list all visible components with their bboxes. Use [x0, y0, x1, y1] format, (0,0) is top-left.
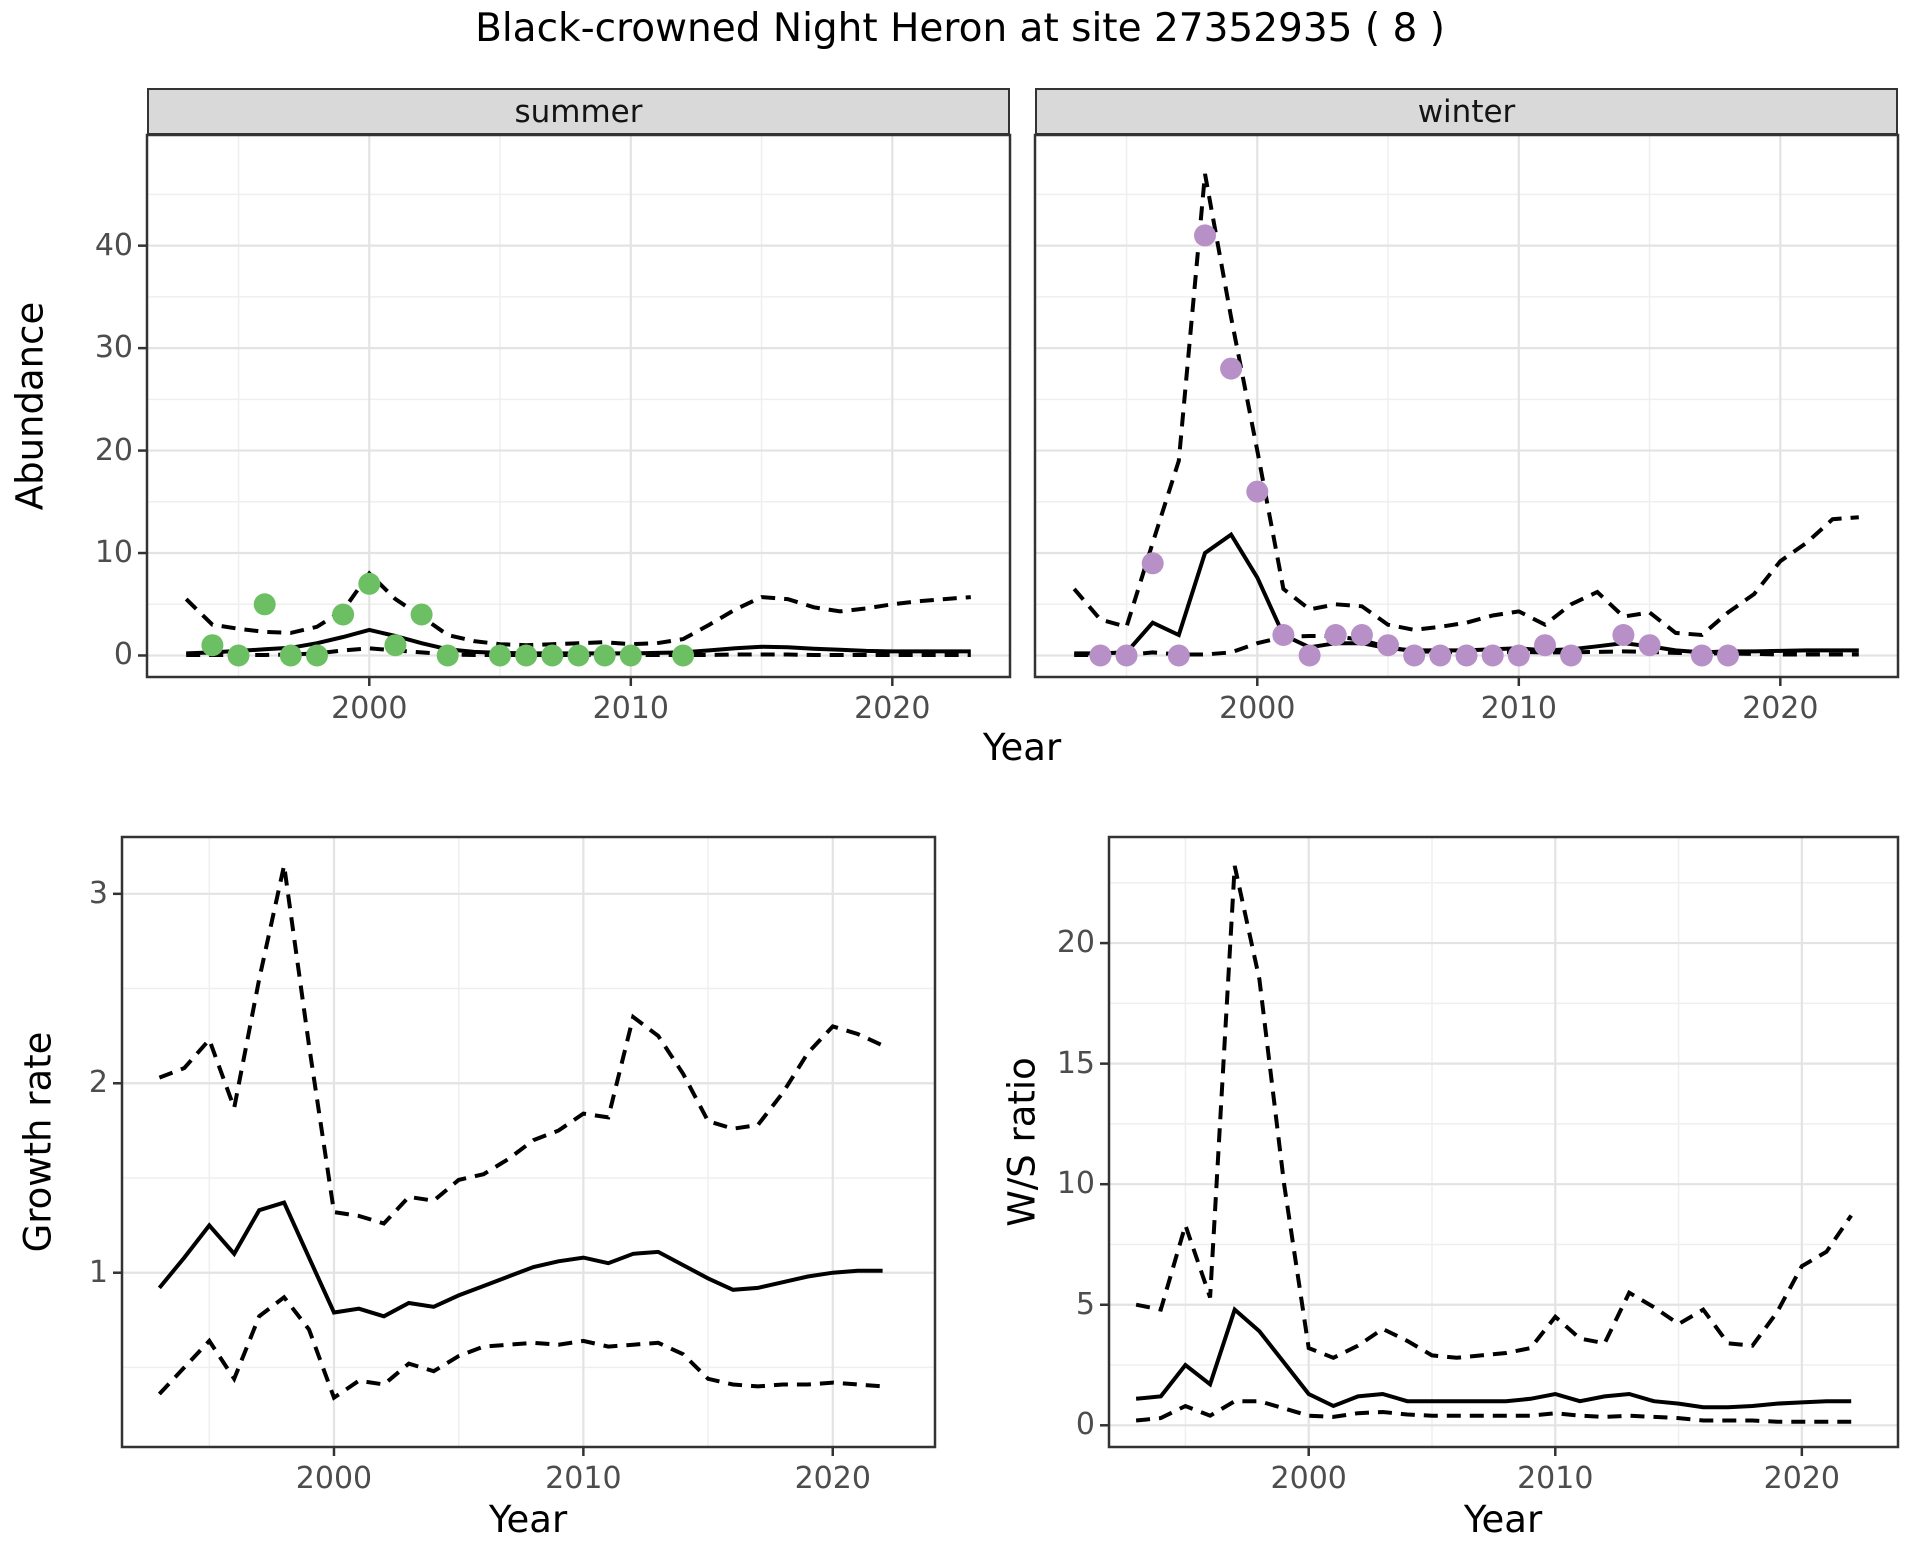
x-tick-label: 2000 [1270, 1461, 1347, 1496]
y-tick-label: 1 [88, 1254, 108, 1290]
winter-observed-point [1507, 644, 1530, 667]
y-tick-label: 0 [113, 637, 133, 673]
summer-observed-point [515, 644, 538, 667]
x-tick-label: 2000 [1219, 691, 1296, 726]
summer-observed-point [227, 644, 250, 667]
winter-observed-point [1272, 624, 1295, 646]
x-tick-label: 2010 [1480, 691, 1557, 726]
winter-observed-point [1220, 357, 1243, 380]
winter-observed-point [1612, 624, 1635, 646]
winter-observed-point [1377, 634, 1399, 657]
summer-observed-point [253, 593, 276, 616]
summer-observed-point [306, 644, 328, 667]
winter-upper_ci-line [1072, 173, 1859, 638]
summer-observed-point [358, 572, 381, 595]
y-tick-label: 20 [94, 432, 133, 468]
summer-observed-point [541, 644, 564, 667]
y-tick-label: 20 [1056, 925, 1095, 961]
summer-observed-point [489, 644, 511, 667]
winter-observed-point [1481, 644, 1504, 667]
winter-observed-point [1560, 644, 1583, 667]
winter-observed-point [1717, 644, 1739, 667]
winter-observed-point [1167, 644, 1190, 667]
y-tick-label: 40 [94, 227, 133, 263]
y-tick-label: 5 [1075, 1286, 1095, 1322]
ws-lower_ci-line [1135, 1399, 1852, 1424]
winter-observed-point [1246, 480, 1269, 503]
x-tick-label: 2000 [331, 691, 408, 726]
summer-observed-point [201, 634, 224, 657]
x-tick-label: 2000 [295, 1461, 373, 1496]
growth-lower_ci-line [157, 1294, 883, 1401]
y-tick-label: 10 [1056, 1166, 1095, 1202]
winter-observed-point [1350, 624, 1373, 646]
y-axis-label-abundance: Abundance [8, 301, 52, 511]
winter-observed-point [1638, 634, 1661, 657]
x-tick-label: 2020 [794, 1461, 871, 1496]
x-axis-label-top: Year [982, 726, 1062, 769]
x-tick-label: 2020 [854, 691, 931, 726]
summer-observed-point [410, 603, 433, 626]
summer-observed-point [332, 603, 355, 626]
summer-observed-point [279, 644, 302, 667]
winter-panel-border [1033, 133, 1900, 679]
ws-panel-border [1107, 835, 1900, 1449]
summer-observed-point [436, 644, 459, 667]
x-tick-label: 2010 [545, 1461, 622, 1496]
y-tick-label: 10 [94, 535, 133, 571]
winter-observed-point [1194, 224, 1216, 247]
summer-observed-point [384, 634, 407, 657]
x-axis-label-ws: Year [1463, 1498, 1543, 1541]
chart-title: Black-crowned Night Heron at site 273529… [475, 6, 1445, 51]
ws-median-line [1135, 1306, 1852, 1410]
winter-observed-point [1429, 644, 1452, 667]
summer-upper_ci-line [184, 570, 971, 648]
y-tick-label: 15 [1056, 1045, 1095, 1081]
summer-observed-point [619, 644, 642, 667]
growth-panel-border [120, 835, 937, 1449]
growth-median-line [157, 1200, 883, 1319]
x-tick-label: 2020 [1742, 691, 1819, 726]
y-tick-label: 30 [94, 330, 133, 366]
winter-observed-point [1141, 552, 1164, 575]
summer-panel-border [145, 133, 1012, 679]
y-axis-label-ws: W/S ratio [1000, 1057, 1044, 1227]
ws-upper_ci-line [1135, 865, 1853, 1360]
y-tick-label: 2 [88, 1065, 108, 1101]
y-tick-label: 0 [1075, 1407, 1095, 1443]
winter-observed-point [1298, 644, 1321, 667]
x-tick-label: 2010 [1517, 1461, 1594, 1496]
summer-observed-point [593, 644, 616, 667]
growth-upper_ci-line [158, 864, 884, 1226]
summer-observed-point [567, 644, 590, 667]
facet-strip-winter: winter [1035, 88, 1898, 135]
y-tick-label: 3 [88, 875, 108, 911]
winter-observed-point [1455, 644, 1478, 667]
x-tick-label: 2020 [1763, 1461, 1841, 1496]
facet-strip-summer: summer [147, 88, 1010, 135]
winter-observed-point [1690, 644, 1713, 667]
winter-observed-point [1534, 634, 1556, 657]
winter-observed-point [1115, 644, 1138, 667]
summer-observed-point [672, 644, 695, 667]
x-tick-label: 2010 [592, 691, 669, 726]
winter-observed-point [1403, 644, 1426, 667]
winter-observed-point [1089, 644, 1112, 667]
winter-observed-point [1324, 624, 1347, 646]
x-axis-label-growth: Year [488, 1498, 568, 1541]
